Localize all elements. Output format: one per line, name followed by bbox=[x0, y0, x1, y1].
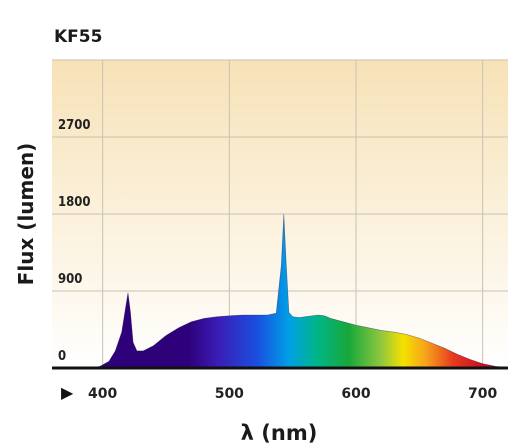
y-axis-label: Flux (lumen) bbox=[14, 143, 38, 286]
chart-title: KF55 bbox=[54, 27, 102, 47]
x-tick-label-500: 500 bbox=[215, 386, 244, 402]
spectrum-area bbox=[90, 214, 508, 368]
y-tick-label-900: 900 bbox=[58, 272, 82, 287]
x-tick-label-700: 700 bbox=[468, 386, 497, 402]
grid bbox=[52, 59, 508, 368]
y-tick-label-0: 0 bbox=[58, 349, 66, 364]
x-tick-label-600: 600 bbox=[341, 386, 370, 402]
axis-arrow-marker: ▶ bbox=[61, 383, 74, 402]
y-tick-label-1800: 1800 bbox=[58, 195, 91, 210]
y-tick-label-2700: 2700 bbox=[58, 118, 91, 133]
x-tick-label-400: 400 bbox=[88, 386, 117, 402]
x-axis-label: λ (nm) bbox=[241, 421, 318, 445]
spectrum-outline bbox=[89, 213, 508, 369]
y-tick-labels: 0 900 1800 2700 bbox=[58, 118, 91, 364]
x-tick-labels: 400 500 600 700 bbox=[88, 386, 497, 402]
